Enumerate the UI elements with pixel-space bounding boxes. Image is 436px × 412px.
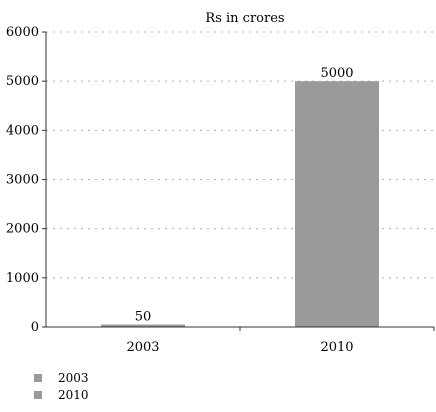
- bar-2003: [101, 324, 185, 327]
- legend-label: 2003: [58, 371, 89, 385]
- y-tick-label: 3000: [6, 173, 39, 188]
- y-tick-label: 2000: [6, 222, 39, 237]
- data-label-2003: 50: [135, 310, 152, 325]
- legend-swatch: [34, 391, 42, 399]
- y-tick-label: 5000: [6, 74, 39, 89]
- data-label-2010: 5000: [320, 66, 353, 81]
- y-axis: 0 1000 2000 3000 4000 5000 6000: [6, 25, 47, 335]
- bars: 50 5000: [101, 66, 379, 328]
- chart-title: Rs in crores: [205, 11, 284, 26]
- x-tick-label: 2003: [126, 340, 159, 355]
- legend-swatch: [34, 374, 42, 382]
- bar-2010: [295, 81, 379, 328]
- y-tick-label: 4000: [6, 123, 39, 138]
- x-axis: 2003 2010: [46, 326, 435, 355]
- y-tick-label: 0: [31, 320, 39, 335]
- legend-label: 2010: [58, 388, 89, 402]
- y-tick-label: 1000: [6, 271, 39, 286]
- x-tick-label: 2010: [320, 340, 353, 355]
- legend: 2003 2010: [34, 371, 89, 402]
- y-tick-label: 6000: [6, 25, 39, 40]
